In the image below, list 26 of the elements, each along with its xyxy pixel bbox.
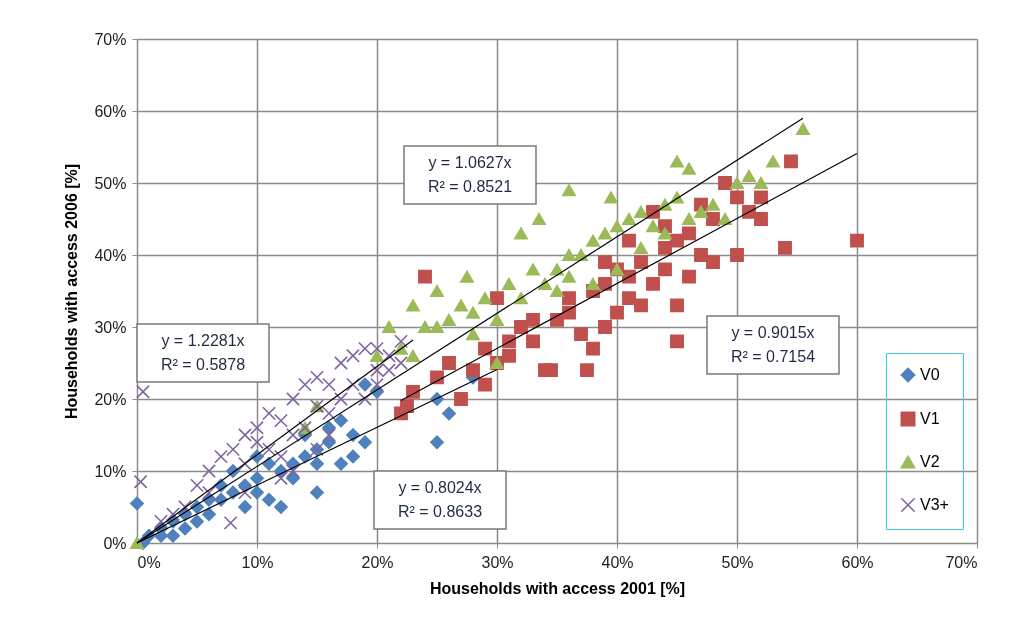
- y-tick-label: 0%: [103, 534, 127, 552]
- legend-label: V3+: [920, 496, 949, 513]
- x-tick-label: 0%: [137, 553, 161, 571]
- x-tick-label: 40%: [601, 553, 634, 571]
- annotation: y = 1.2281x R² = 0.5878: [160, 332, 246, 373]
- y-tick-label: 20%: [94, 390, 127, 408]
- x-axis-title: Households with access 2001 [%]: [429, 579, 686, 597]
- legend-label: V1: [920, 410, 940, 427]
- x-tick-label: 70%: [945, 553, 978, 571]
- x-tick-label: 50%: [721, 553, 754, 571]
- y-tick-label: 10%: [94, 462, 127, 480]
- y-tick-label: 60%: [94, 102, 127, 120]
- y-tick-label: 50%: [94, 174, 127, 192]
- y-tick-label: 70%: [94, 30, 127, 48]
- annotation: y = 0.8024x R² = 0.8633: [397, 479, 483, 520]
- x-tick-label: 30%: [481, 553, 514, 571]
- legend-label: V2: [920, 453, 940, 470]
- y-axis-title: Households with access 2006 [%]: [63, 163, 81, 420]
- legend-label: V0: [920, 366, 940, 383]
- annotation: y = 0.9015x R² = 0.7154: [730, 324, 816, 365]
- y-tick-label: 30%: [94, 318, 127, 336]
- x-tick-label: 60%: [841, 553, 874, 571]
- y-tick-label: 40%: [94, 246, 127, 264]
- x-tick-label: 10%: [241, 553, 274, 571]
- annotation: y = 1.0627x R² = 0.8521: [427, 154, 513, 195]
- x-tick-label: 20%: [361, 553, 394, 571]
